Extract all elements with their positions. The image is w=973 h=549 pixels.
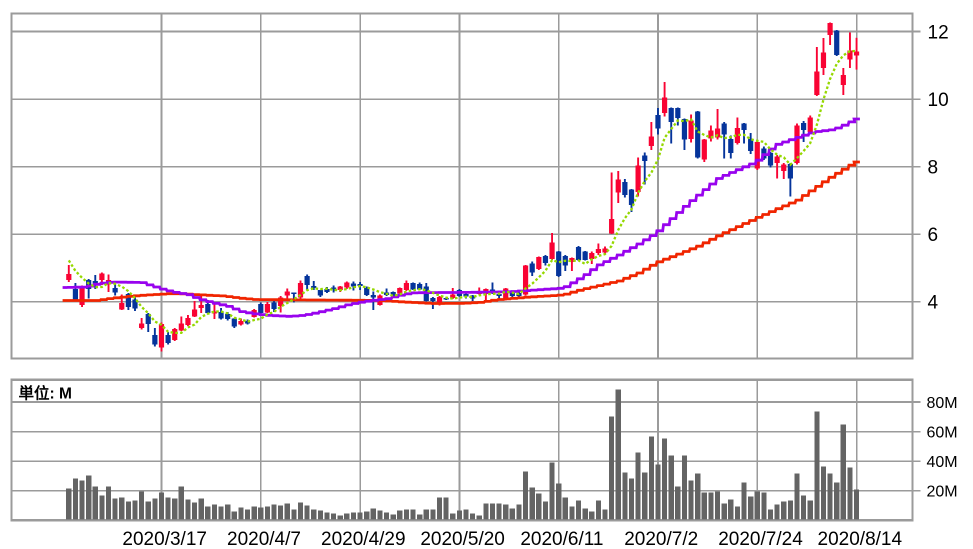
svg-text:80M: 80M	[927, 395, 958, 412]
svg-text:20M: 20M	[927, 484, 958, 501]
svg-text:2020/7/2: 2020/7/2	[624, 529, 698, 549]
svg-text:2020/6/11: 2020/6/11	[520, 529, 603, 549]
svg-text:2020/8/14: 2020/8/14	[818, 529, 903, 549]
svg-text:2020/7/24: 2020/7/24	[718, 529, 803, 549]
svg-text:2020/4/7: 2020/4/7	[227, 529, 301, 549]
svg-text:40M: 40M	[927, 454, 958, 471]
svg-text:4: 4	[928, 293, 939, 314]
svg-text:2020/5/20: 2020/5/20	[420, 529, 505, 549]
svg-text:10: 10	[928, 90, 949, 111]
svg-text:2020/4/29: 2020/4/29	[321, 529, 406, 549]
svg-text:6: 6	[928, 225, 939, 246]
svg-text:60M: 60M	[927, 425, 958, 442]
svg-text:単位: M: 単位: M	[19, 384, 72, 403]
svg-text:8: 8	[928, 158, 939, 179]
svg-text:12: 12	[928, 22, 949, 43]
svg-text:2020/3/17: 2020/3/17	[122, 529, 207, 549]
